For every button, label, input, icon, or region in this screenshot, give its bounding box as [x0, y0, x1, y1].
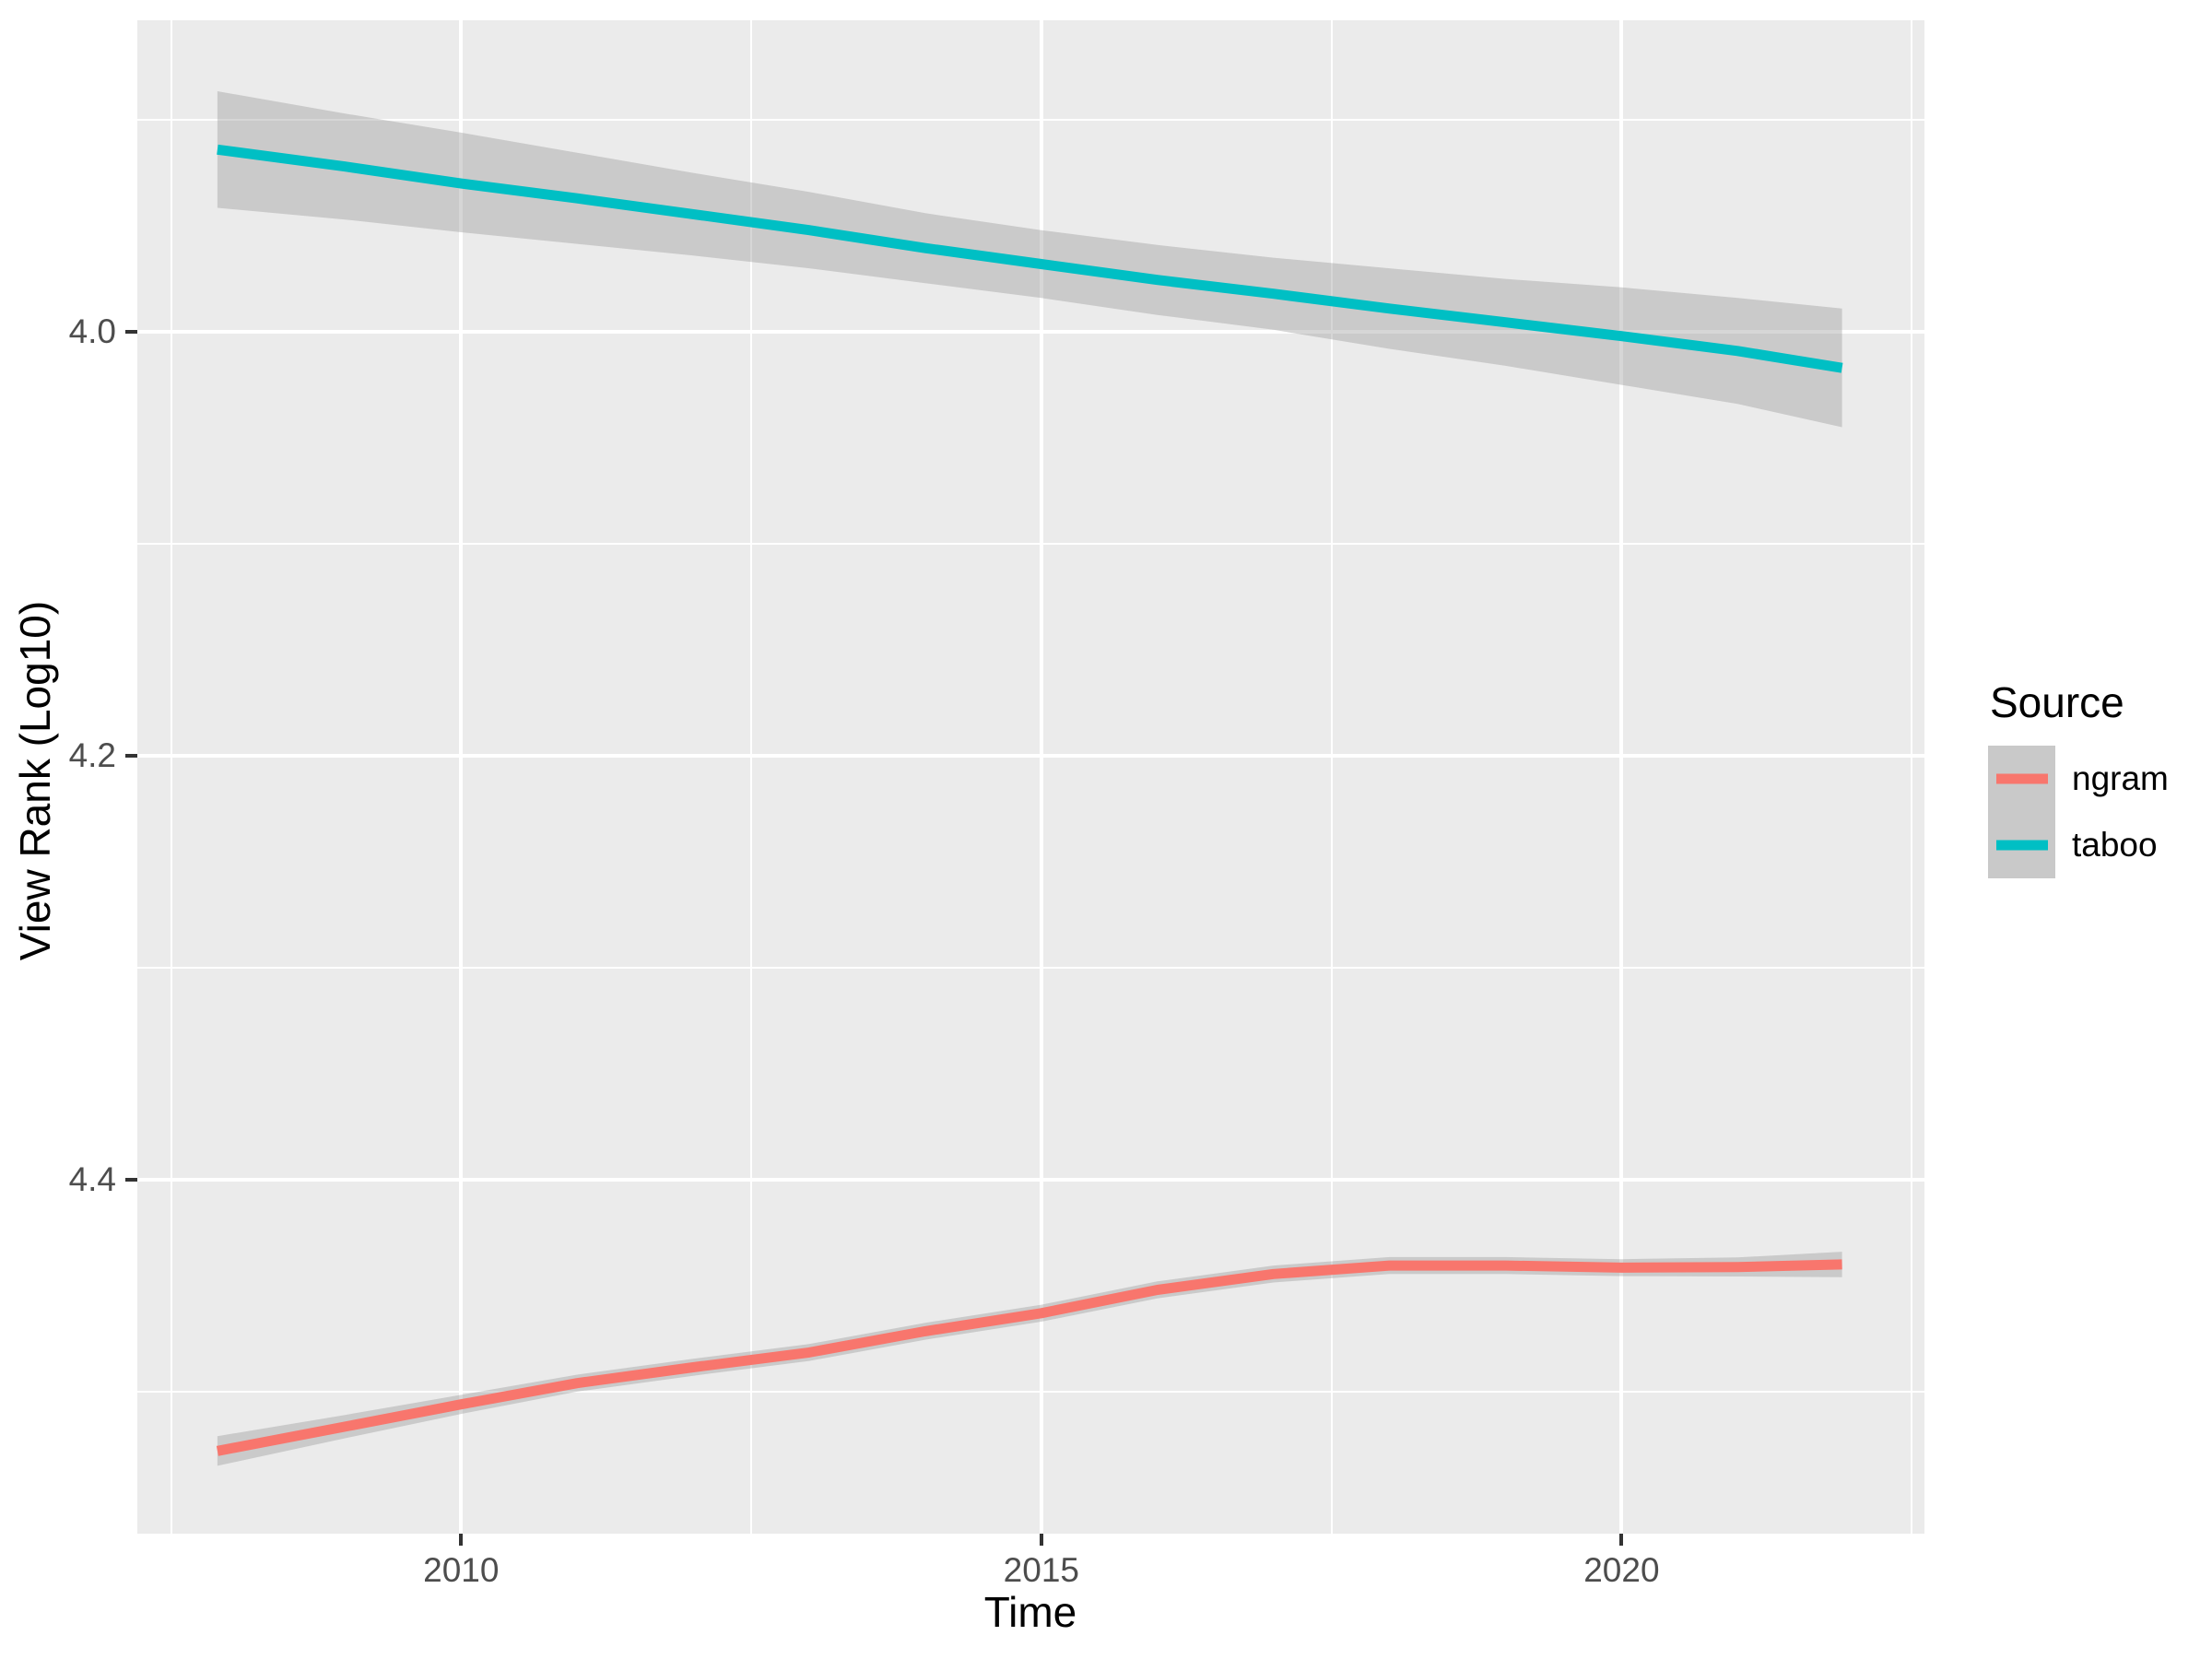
x-major-gridline — [459, 20, 464, 1534]
taboo-trend-line — [217, 144, 1843, 373]
x-major-gridline — [1619, 20, 1624, 1534]
y-minor-gridline — [137, 966, 1924, 969]
legend-entry-ngram: ngram — [1988, 746, 2169, 812]
legend-label-ngram: ngram — [2072, 759, 2169, 797]
x-minor-gridline — [1911, 20, 1913, 1534]
y-tick-label: 4.4 — [68, 1159, 116, 1198]
x-tick-label: 2015 — [1003, 1551, 1079, 1589]
x-tick-label: 2010 — [423, 1551, 500, 1589]
x-minor-gridline — [750, 20, 753, 1534]
legend-entry-taboo: taboo — [1988, 812, 2169, 878]
legend-key-box — [1988, 746, 2055, 812]
series-layer — [216, 91, 1843, 1466]
y-tick-mark — [125, 754, 137, 758]
legend-title: Source — [1990, 678, 2124, 726]
y-tick-mark — [125, 1177, 137, 1182]
y-minor-gridline — [137, 543, 1924, 546]
legend: Source ngram taboo — [1988, 677, 2169, 878]
x-axis-title: Time — [983, 1588, 1077, 1636]
y-major-gridline — [137, 754, 1924, 758]
y-tick-label: 4.0 — [68, 312, 116, 351]
x-tick-mark — [1619, 1534, 1624, 1546]
x-minor-gridline — [1330, 20, 1333, 1534]
y-tick-mark — [125, 330, 137, 335]
plot-panel — [137, 20, 1924, 1534]
y-minor-gridline — [137, 1390, 1924, 1393]
y-axis-title: View Rank (Log10) — [11, 600, 59, 961]
ngram-trend-line — [216, 1259, 1842, 1456]
legend-key-box — [1988, 812, 2055, 878]
x-tick-mark — [1039, 1534, 1043, 1546]
y-major-gridline — [137, 330, 1924, 335]
x-minor-gridline — [170, 20, 172, 1534]
y-major-gridline — [137, 1177, 1924, 1182]
taboo-line-swatch — [1995, 840, 2048, 851]
x-major-gridline — [1039, 20, 1043, 1534]
x-tick-mark — [459, 1534, 464, 1546]
ngram-line-swatch — [1995, 773, 2048, 784]
ngram-ci-ribbon — [217, 1252, 1842, 1466]
y-tick-label: 4.2 — [68, 736, 116, 774]
y-minor-gridline — [137, 119, 1924, 122]
x-tick-label: 2020 — [1583, 1551, 1660, 1589]
legend-label-taboo: taboo — [2072, 826, 2158, 864]
